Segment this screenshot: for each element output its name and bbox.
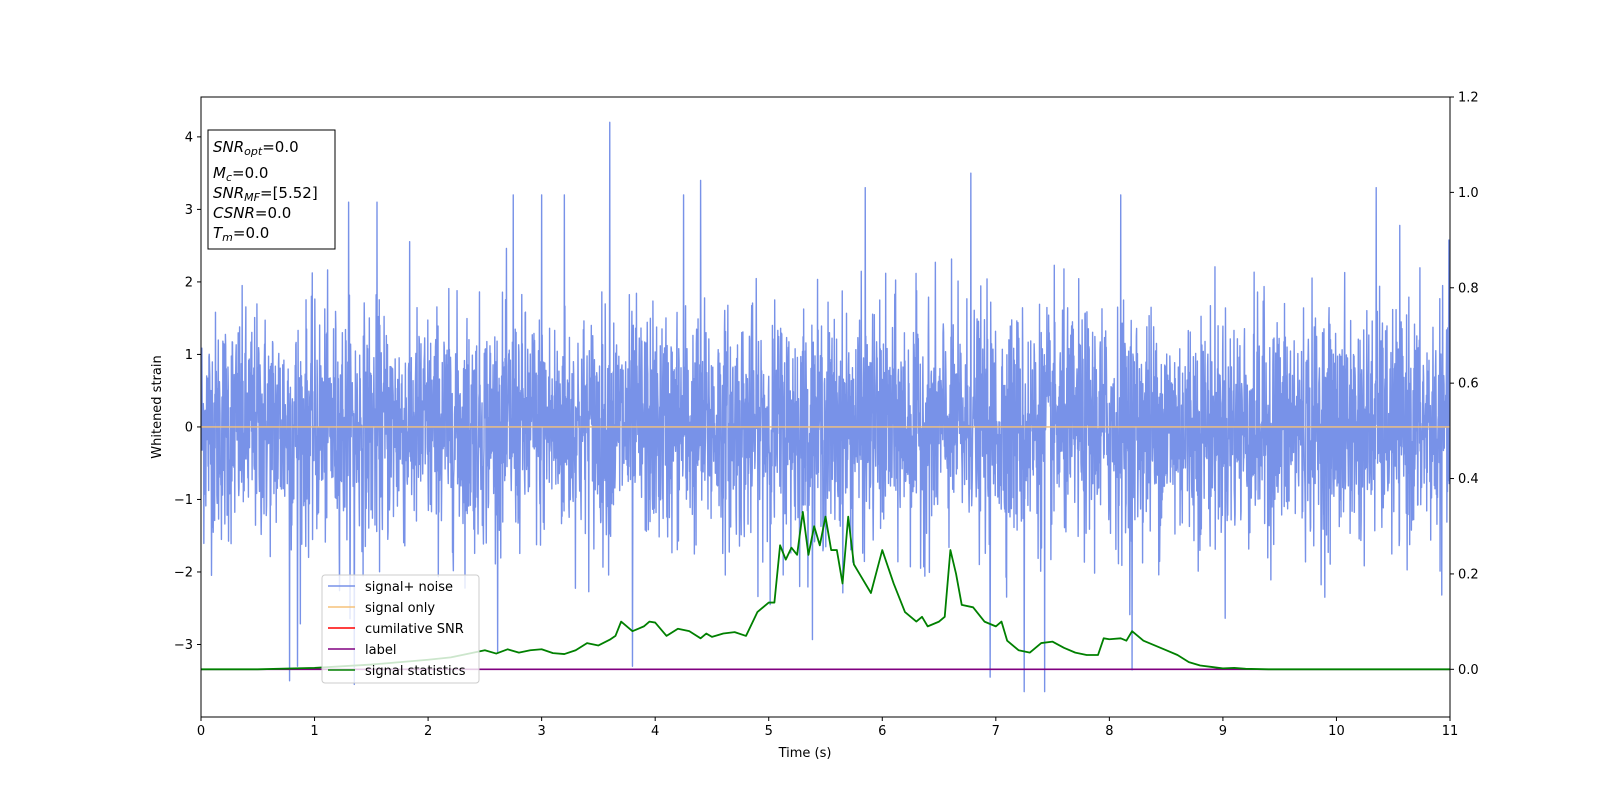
legend-label-cumulative: cumilative SNR [365, 622, 464, 637]
legend-label-statistics: signal statistics [365, 664, 466, 679]
y-tick-label: −2 [174, 565, 193, 580]
signal-statistics-line [201, 511, 1450, 671]
y-right-tick-label: 1.0 [1458, 186, 1479, 201]
x-tick-label: 4 [651, 724, 659, 739]
signal-statistics-series [201, 511, 1450, 671]
right-y-axis: 0.0 0.2 0.4 0.6 0.8 1.0 1.2 [1450, 91, 1479, 678]
y-right-tick-label: 0.4 [1458, 472, 1479, 487]
x-tick-label: 1 [310, 724, 318, 739]
y-tick-label: 4 [185, 130, 193, 145]
x-tick-label: 0 [197, 724, 205, 739]
y-tick-label: −3 [174, 638, 193, 653]
y-tick-label: 1 [185, 348, 193, 363]
y-axis-label: Whitened strain [150, 355, 165, 458]
x-tick-label: 9 [1219, 724, 1227, 739]
x-axis: 0 1 2 3 4 5 6 7 8 9 10 11 [197, 717, 1458, 739]
tm-text: Tm=0.0 [213, 224, 269, 244]
left-y-axis: −3 −2 −1 0 1 2 3 4 [174, 130, 201, 653]
x-axis-label: Time (s) [778, 746, 832, 761]
y-right-tick-label: 0.8 [1458, 281, 1479, 296]
csnr-text: CSNR=0.0 [213, 204, 291, 222]
x-tick-label: 3 [537, 724, 545, 739]
snr-opt-text: SNRopt=0.0 [213, 138, 299, 158]
noise-line [201, 121, 1450, 693]
y-tick-label: 3 [185, 203, 193, 218]
info-box: SNRopt=0.0 Mc=0.0 SNRMF=[5.52] CSNR=0.0 … [207, 129, 336, 250]
y-tick-label: −1 [174, 493, 193, 508]
x-tick-label: 11 [1442, 724, 1459, 739]
x-tick-label: 7 [992, 724, 1000, 739]
y-right-tick-label: 1.2 [1458, 91, 1479, 106]
x-tick-label: 6 [878, 724, 886, 739]
y-tick-label: 2 [185, 275, 193, 290]
x-tick-label: 10 [1328, 724, 1345, 739]
legend-label-label: label [365, 643, 396, 658]
plot-frame [200, 96, 1451, 718]
snr-mf-text: SNRMF=[5.52] [213, 184, 318, 204]
legend: signal+ noise signal only cumilative SNR… [321, 574, 480, 684]
legend-label-noise: signal+ noise [365, 580, 453, 595]
x-tick-label: 8 [1105, 724, 1113, 739]
noise-series [201, 121, 1450, 693]
legend-label-signal: signal only [365, 601, 435, 616]
y-right-tick-label: 0.2 [1458, 567, 1479, 582]
y-right-tick-label: 0.6 [1458, 377, 1479, 392]
x-tick-label: 5 [765, 724, 773, 739]
mc-text: Mc=0.0 [213, 164, 268, 184]
y-tick-label: 0 [185, 420, 193, 435]
y-right-tick-label: 0.0 [1458, 663, 1479, 678]
x-tick-label: 2 [424, 724, 432, 739]
